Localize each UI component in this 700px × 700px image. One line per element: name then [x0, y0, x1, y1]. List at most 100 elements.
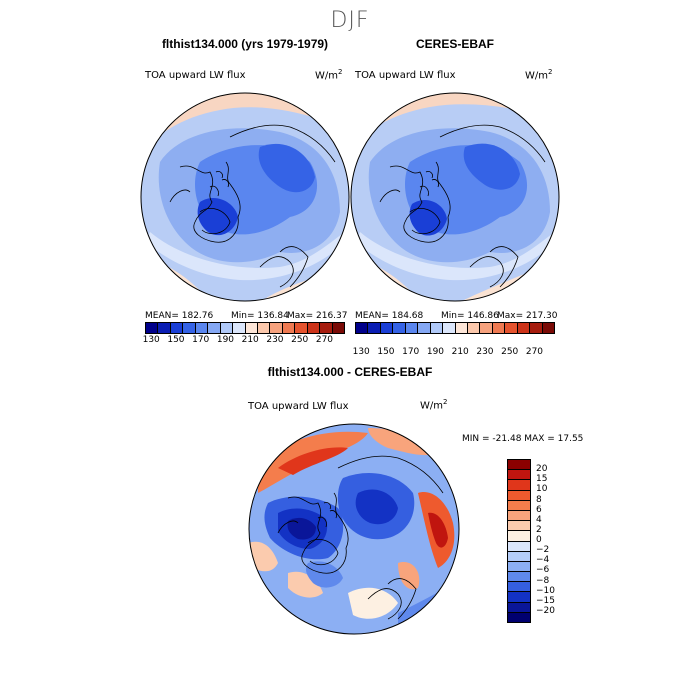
diff-variable-label: TOA upward LW flux: [248, 401, 349, 412]
right-colorbar-ticks: 130 150 170 190 210 230 250 270: [352, 347, 553, 359]
colorbar-tick-label: 130: [352, 347, 370, 357]
colorbar-swatch: [508, 531, 530, 542]
colorbar-tick-label: 230: [266, 335, 284, 345]
colorbar-swatch: [492, 323, 506, 333]
colorbar-tick-label: 4: [536, 514, 542, 525]
colorbar-tick-label: 170: [192, 335, 210, 345]
colorbar-swatch: [517, 323, 531, 333]
diff-polar-map: [248, 423, 460, 635]
colorbar-swatch: [170, 323, 184, 333]
left-mean-stat: MEAN= 182.76: [145, 311, 214, 321]
colorbar-tick-label: 250: [291, 335, 309, 345]
diff-colorbar-ticks: 20 15 10 8 6 4 2 0 −2 −4 −6 −8 −10 −15 −20: [536, 459, 576, 621]
colorbar-swatch: [505, 323, 518, 333]
colorbar-tick-label: 130: [142, 335, 160, 345]
colorbar-swatch: [508, 572, 530, 583]
left-variable-label: TOA upward LW flux: [145, 70, 246, 81]
colorbar-tick-label: −2: [536, 545, 550, 556]
diff-panel-title: flthist134.000 - CERES-EBAF: [267, 365, 433, 379]
right-max-stat: Max= 217.30: [497, 311, 558, 321]
colorbar-tick-label: 190: [426, 347, 445, 357]
right-min-stat: Min= 146.86: [441, 311, 499, 321]
colorbar-tick-label: 10: [536, 484, 548, 495]
left-max-stat: Max= 216.37: [287, 311, 348, 321]
colorbar-swatch: [480, 323, 493, 333]
colorbar-swatch: [405, 323, 419, 333]
right-units-label: W/m2: [525, 68, 553, 82]
colorbar-tick-label: 170: [402, 347, 420, 357]
colorbar-tick-label: 210: [451, 347, 469, 357]
colorbar-swatch: [418, 323, 431, 333]
colorbar-swatch: [380, 323, 394, 333]
colorbar-swatch: [195, 323, 209, 333]
colorbar-swatch: [158, 323, 171, 333]
colorbar-swatch: [508, 612, 530, 622]
colorbar-swatch: [220, 323, 234, 333]
diff-units-label: W/m2: [420, 398, 448, 412]
colorbar-swatch: [332, 323, 344, 333]
colorbar-swatch: [320, 323, 333, 333]
colorbar-swatch: [508, 582, 530, 593]
colorbar-tick-label: 270: [315, 335, 334, 345]
colorbar-tick-label: 150: [377, 347, 395, 357]
right-variable-label: TOA upward LW flux: [355, 70, 456, 81]
colorbar-swatch: [508, 460, 530, 471]
colorbar-swatch: [508, 510, 530, 522]
colorbar-swatch: [307, 323, 321, 333]
colorbar-swatch: [282, 323, 296, 333]
colorbar-swatch: [455, 323, 468, 333]
colorbar-tick-label: −8: [536, 575, 550, 586]
colorbar-swatch: [233, 323, 246, 333]
colorbar-swatch: [508, 490, 530, 501]
colorbar-swatch: [245, 323, 258, 333]
right-panel-title: CERES-EBAF: [415, 37, 494, 51]
colorbar-swatch: [356, 323, 369, 333]
colorbar-swatch: [443, 323, 456, 333]
colorbar-swatch: [208, 323, 221, 333]
left-units-label: W/m2: [315, 68, 343, 82]
left-colorbar-ticks: 130 150 170 190 210 230 250 270: [142, 335, 343, 347]
colorbar-swatch: [183, 323, 196, 333]
right-polar-map: [350, 92, 560, 302]
left-polar-map: [140, 92, 350, 302]
colorbar-tick-label: −20: [536, 605, 555, 616]
colorbar-swatch: [508, 541, 530, 552]
colorbar-tick-label: −10: [536, 585, 555, 596]
colorbar-tick-label: −4: [536, 555, 550, 566]
right-mean-stat: MEAN= 184.68: [355, 311, 424, 321]
colorbar-swatch: [257, 323, 271, 333]
left-colorbar: [145, 322, 345, 334]
colorbar-tick-label: 6: [536, 504, 542, 515]
figure-title: DJF: [330, 8, 370, 33]
colorbar-swatch: [508, 602, 530, 613]
colorbar-swatch: [430, 323, 444, 333]
colorbar-swatch: [542, 323, 554, 333]
colorbar-tick-label: 210: [241, 335, 259, 345]
colorbar-swatch: [368, 323, 381, 333]
colorbar-swatch: [467, 323, 481, 333]
colorbar-swatch: [393, 323, 406, 333]
colorbar-tick-label: 2: [536, 524, 542, 535]
colorbar-tick-label: 250: [501, 347, 519, 357]
colorbar-swatch: [508, 521, 530, 532]
colorbar-swatch: [270, 323, 283, 333]
colorbar-swatch: [295, 323, 308, 333]
colorbar-tick-label: 230: [476, 347, 494, 357]
right-colorbar: [355, 322, 555, 334]
colorbar-tick-label: −15: [536, 595, 555, 606]
colorbar-tick-label: 270: [525, 347, 544, 357]
colorbar-tick-label: 150: [167, 335, 185, 345]
left-panel-title: flthist134.000 (yrs 1979-1979): [161, 37, 329, 51]
colorbar-swatch: [508, 592, 530, 603]
colorbar-tick-label: 0: [536, 535, 542, 545]
colorbar-swatch: [508, 470, 530, 481]
diff-colorbar: [507, 459, 531, 623]
colorbar-tick-label: −6: [536, 565, 550, 576]
colorbar-tick-label: 20: [536, 464, 548, 475]
colorbar-swatch: [508, 480, 530, 491]
colorbar-swatch: [508, 551, 530, 562]
colorbar-swatch: [146, 323, 159, 333]
diff-minmax-label: MIN = -21.48 MAX = 17.55: [462, 434, 584, 444]
colorbar-tick-label: 8: [536, 494, 542, 505]
colorbar-swatch: [508, 561, 530, 573]
